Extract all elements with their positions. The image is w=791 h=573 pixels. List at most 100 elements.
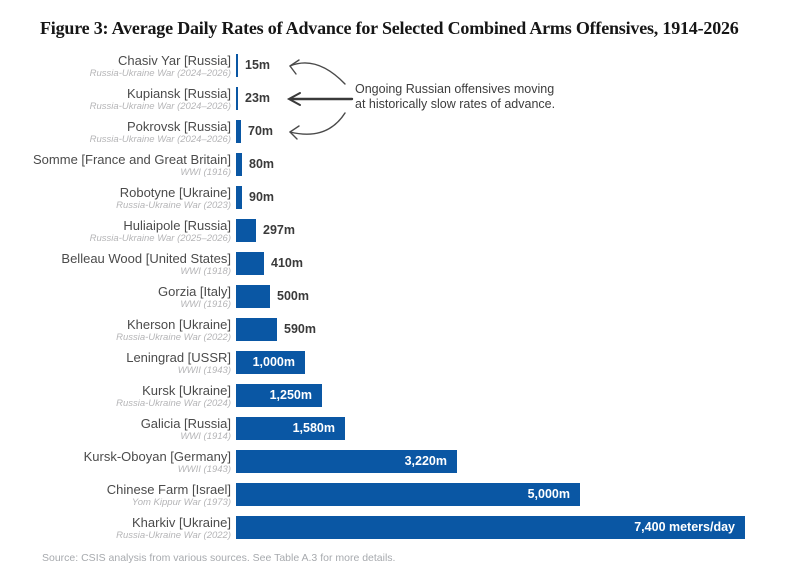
value-label: 297m bbox=[263, 223, 295, 237]
advance-bar bbox=[236, 54, 238, 77]
row-labels: Belleau Wood [United States] WWI (1918) bbox=[0, 251, 231, 277]
advance-bar bbox=[236, 483, 580, 506]
offensive-label: Gorzia [Italy] bbox=[158, 283, 231, 299]
war-sublabel: Russia-Ukraine War (2024–2026) bbox=[89, 100, 231, 112]
war-sublabel: WWI (1914) bbox=[180, 430, 231, 442]
value-label: 1,250m bbox=[269, 388, 312, 402]
bar-row: Belleau Wood [United States] WWI (1918) … bbox=[0, 251, 791, 277]
advance-bar bbox=[236, 516, 745, 539]
value-label: 500m bbox=[277, 289, 309, 303]
advance-bar bbox=[236, 285, 270, 308]
annotation-arrows bbox=[286, 59, 354, 140]
offensive-label: Kherson [Ukraine] bbox=[126, 316, 231, 332]
bar-row: Kharkiv [Ukraine] Russia-Ukraine War (20… bbox=[0, 515, 791, 541]
offensive-label: Somme [France and Great Britain] bbox=[33, 151, 231, 167]
offensive-label: Kupiansk [Russia] bbox=[126, 85, 231, 101]
row-labels: Kherson [Ukraine] Russia-Ukraine War (20… bbox=[0, 317, 231, 343]
value-label: 7,400 meters/day bbox=[634, 520, 735, 534]
value-label: 70m bbox=[248, 124, 274, 138]
offensive-label: Chinese Farm [Israel] bbox=[106, 481, 231, 497]
bar-row: Gorzia [Italy] WWI (1916) 500m bbox=[0, 284, 791, 310]
offensive-label: Belleau Wood [United States] bbox=[61, 250, 231, 266]
war-sublabel: WWI (1916) bbox=[180, 298, 231, 310]
war-sublabel: Russia-Ukraine War (2024–2026) bbox=[89, 133, 231, 145]
offensive-label: Pokrovsk [Russia] bbox=[126, 118, 231, 134]
row-labels: Chinese Farm [Israel] Yom Kippur War (19… bbox=[0, 482, 231, 508]
bar-row: Huliaipole [Russia] Russia-Ukraine War (… bbox=[0, 218, 791, 244]
war-sublabel: WWII (1943) bbox=[177, 364, 231, 376]
advance-bar bbox=[236, 153, 242, 176]
advance-bar bbox=[236, 384, 322, 407]
offensive-label: Kursk [Ukraine] bbox=[142, 382, 231, 398]
offensive-label: Kursk-Oboyan [Germany] bbox=[83, 448, 231, 464]
arrow-to-pokrovsk bbox=[289, 112, 346, 140]
row-labels: Pokrovsk [Russia] Russia-Ukraine War (20… bbox=[0, 119, 231, 145]
war-sublabel: Russia-Ukraine War (2024–2026) bbox=[89, 67, 231, 79]
figure-title: Figure 3: Average Daily Rates of Advance… bbox=[40, 18, 739, 38]
bar-row: Kherson [Ukraine] Russia-Ukraine War (20… bbox=[0, 317, 791, 343]
value-label: 1,580m bbox=[292, 421, 335, 435]
annotation-line-2: at historically slow rates of advance. bbox=[355, 97, 556, 111]
bar-row: Kupiansk [Russia] Russia-Ukraine War (20… bbox=[0, 86, 791, 112]
advance-bar bbox=[236, 252, 264, 275]
war-sublabel: WWI (1916) bbox=[180, 166, 231, 178]
bar-row: Robotyne [Ukraine] Russia-Ukraine War (2… bbox=[0, 185, 791, 211]
row-labels: Somme [France and Great Britain] WWI (19… bbox=[0, 152, 231, 178]
row-labels: Chasiv Yar [Russia] Russia-Ukraine War (… bbox=[0, 53, 231, 79]
bar-row: Chasiv Yar [Russia] Russia-Ukraine War (… bbox=[0, 53, 791, 79]
value-label: 590m bbox=[284, 322, 316, 336]
offensive-label: Galicia [Russia] bbox=[140, 415, 231, 431]
war-sublabel: Russia-Ukraine War (2023) bbox=[116, 199, 231, 211]
advance-bar bbox=[236, 120, 241, 143]
annotation-line-1: Ongoing Russian offensives moving bbox=[355, 82, 555, 96]
value-label: 80m bbox=[249, 157, 275, 171]
offensive-label: Kharkiv [Ukraine] bbox=[132, 514, 231, 530]
advance-bar bbox=[236, 219, 256, 242]
arrow-to-chasiv-yar bbox=[289, 59, 346, 85]
war-sublabel: WWII (1943) bbox=[177, 463, 231, 475]
war-sublabel: Russia-Ukraine War (2022) bbox=[116, 529, 231, 541]
bar-row: Kursk [Ukraine] Russia-Ukraine War (2024… bbox=[0, 383, 791, 409]
offensive-label: Leningrad [USSR] bbox=[126, 349, 231, 365]
war-sublabel: Yom Kippur War (1973) bbox=[131, 496, 231, 508]
row-labels: Gorzia [Italy] WWI (1916) bbox=[0, 284, 231, 310]
bar-row: Galicia [Russia] WWI (1914) 1,580m bbox=[0, 416, 791, 442]
advance-bar bbox=[236, 450, 457, 473]
advance-bar bbox=[236, 186, 242, 209]
war-sublabel: Russia-Ukraine War (2025–2026) bbox=[89, 232, 231, 244]
value-label: 90m bbox=[249, 190, 275, 204]
source-note: Source: CSIS analysis from various sourc… bbox=[42, 552, 396, 564]
arrow-to-kupiansk bbox=[286, 92, 354, 106]
bar-row: Kursk-Oboyan [Germany] WWII (1943) 3,220… bbox=[0, 449, 791, 475]
bar-row: Pokrovsk [Russia] Russia-Ukraine War (20… bbox=[0, 119, 791, 145]
row-labels: Huliaipole [Russia] Russia-Ukraine War (… bbox=[0, 218, 231, 244]
row-labels: Kharkiv [Ukraine] Russia-Ukraine War (20… bbox=[0, 515, 231, 541]
value-label: 3,220m bbox=[404, 454, 447, 468]
row-labels: Kursk-Oboyan [Germany] WWII (1943) bbox=[0, 449, 231, 475]
war-sublabel: Russia-Ukraine War (2024) bbox=[116, 397, 231, 409]
row-labels: Leningrad [USSR] WWII (1943) bbox=[0, 350, 231, 376]
advance-bar bbox=[236, 417, 345, 440]
offensive-label: Huliaipole [Russia] bbox=[123, 217, 231, 233]
advance-bar bbox=[236, 318, 277, 341]
advance-bar bbox=[236, 351, 305, 374]
value-label: 23m bbox=[245, 91, 271, 105]
row-labels: Robotyne [Ukraine] Russia-Ukraine War (2… bbox=[0, 185, 231, 211]
value-label: 1,000m bbox=[252, 355, 295, 369]
annotation-callout: Ongoing Russian offensives moving at his… bbox=[355, 82, 565, 112]
bar-row: Somme [France and Great Britain] WWI (19… bbox=[0, 152, 791, 178]
row-labels: Kursk [Ukraine] Russia-Ukraine War (2024… bbox=[0, 383, 231, 409]
war-sublabel: WWI (1918) bbox=[180, 265, 231, 277]
row-labels: Kupiansk [Russia] Russia-Ukraine War (20… bbox=[0, 86, 231, 112]
offensive-label: Chasiv Yar [Russia] bbox=[118, 52, 231, 68]
bar-row: Leningrad [USSR] WWII (1943) 1,000m bbox=[0, 350, 791, 376]
advance-bar bbox=[236, 87, 238, 110]
value-label: 5,000m bbox=[527, 487, 570, 501]
value-label: 410m bbox=[271, 256, 303, 270]
bar-row: Chinese Farm [Israel] Yom Kippur War (19… bbox=[0, 482, 791, 508]
row-labels: Galicia [Russia] WWI (1914) bbox=[0, 416, 231, 442]
value-label: 15m bbox=[245, 58, 271, 72]
offensive-label: Robotyne [Ukraine] bbox=[119, 184, 231, 200]
